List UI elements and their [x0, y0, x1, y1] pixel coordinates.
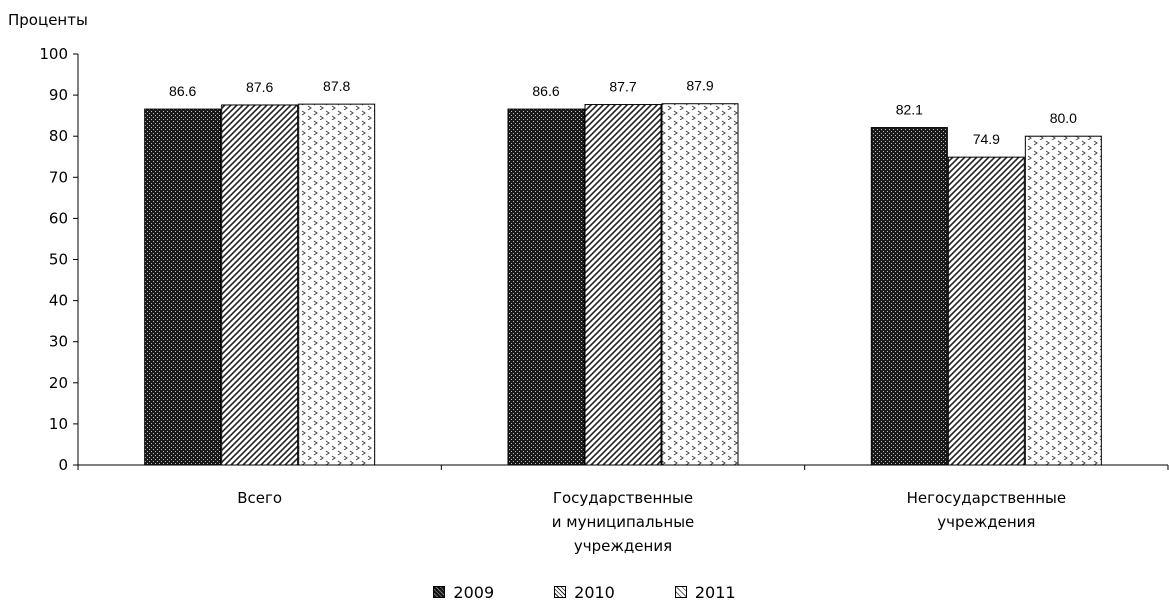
category-label: учреждения — [937, 513, 1035, 531]
bar-chart: Проценты 0 10 20 30 40 50 60 70 80 90 100 Всего Гос… — [8, 11, 1169, 555]
legend-item-2011: 2011 — [674, 582, 736, 602]
legend-item-2010: 2010 — [554, 582, 615, 602]
category-label: учреждения — [574, 537, 672, 555]
data-label: 87.8 — [323, 78, 350, 94]
data-label: 87.7 — [609, 79, 636, 95]
y-tick-label: 70 — [49, 168, 68, 186]
bar-2009-0 — [144, 108, 222, 466]
bar-2010-1 — [584, 104, 662, 466]
legend-swatch — [674, 586, 687, 598]
legend-label: 2010 — [574, 582, 615, 602]
bar-2010-0 — [221, 104, 299, 466]
category-label: Всего — [237, 489, 282, 507]
data-label: 86.6 — [532, 83, 559, 99]
y-tick-label: 0 — [58, 456, 68, 474]
bar-2009-2 — [870, 127, 948, 466]
y-axis-title: Проценты — [8, 11, 88, 29]
legend-label: 2009 — [453, 582, 495, 602]
legend: 2009 2010 2011 — [0, 582, 1169, 602]
y-tick-label: 90 — [49, 86, 68, 104]
bar-2010-2 — [947, 156, 1025, 466]
bar-2009-1 — [507, 108, 585, 466]
data-label: 74.9 — [973, 131, 1000, 147]
data-label: 87.9 — [686, 78, 713, 94]
y-tick-label: 40 — [49, 292, 68, 310]
y-tick-label: 50 — [49, 251, 68, 269]
bar-2011-2 — [1024, 135, 1102, 466]
y-tick-label: 30 — [49, 333, 68, 351]
y-tick-label: 60 — [49, 209, 68, 227]
data-label: 80.0 — [1050, 110, 1077, 126]
legend-swatch — [433, 586, 446, 598]
category-label: и муниципальные — [552, 513, 695, 531]
legend-swatch — [554, 586, 567, 598]
bar-2011-0 — [298, 103, 376, 466]
legend-item-2009: 2009 — [433, 582, 494, 602]
y-tick-label: 100 — [39, 45, 68, 63]
category-label: Государственные — [553, 489, 693, 507]
category-label: Негосударственные — [907, 489, 1067, 507]
y-tick-label: 10 — [49, 415, 68, 433]
y-tick-label: 80 — [49, 127, 68, 145]
y-tick-label: 20 — [49, 374, 68, 392]
legend-label: 2011 — [694, 582, 736, 602]
data-label: 87.6 — [246, 79, 273, 95]
data-label: 86.6 — [169, 83, 196, 99]
data-label: 82.1 — [896, 102, 923, 118]
bar-2011-1 — [661, 103, 739, 466]
